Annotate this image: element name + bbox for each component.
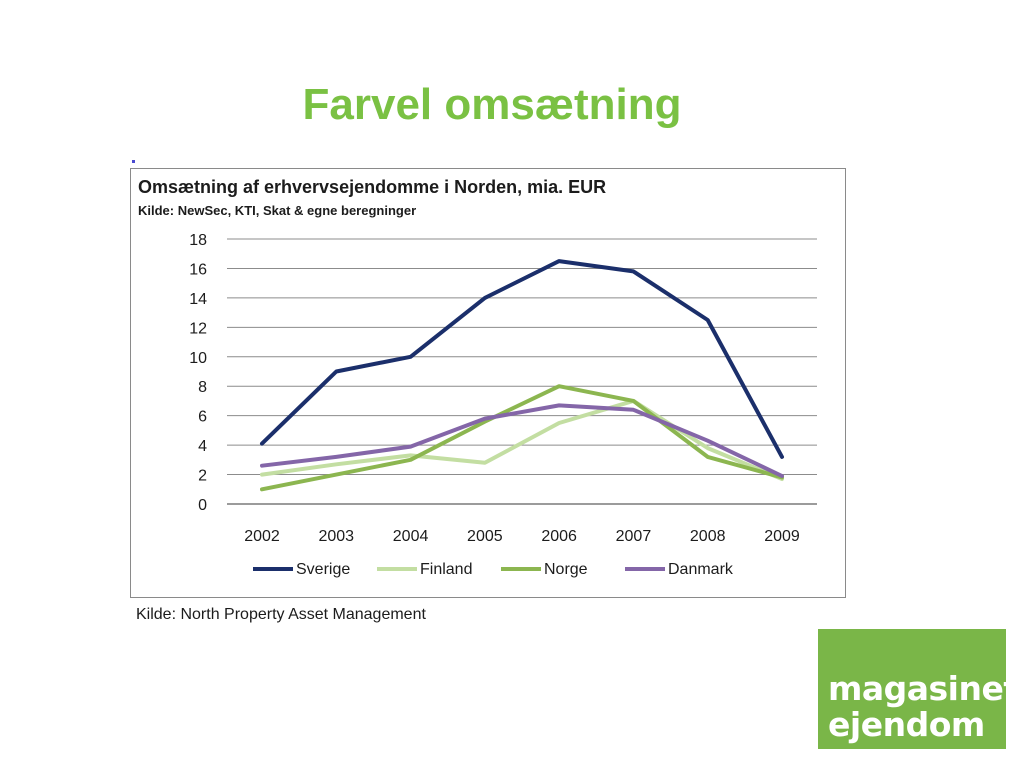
x-tick-label: 2009: [764, 528, 800, 545]
x-tick-label: 2002: [244, 528, 280, 545]
series-line-finland: [260, 398, 784, 481]
series-line-danmark: [260, 403, 784, 478]
y-tick-label: 0: [198, 497, 207, 514]
y-tick-label: 16: [189, 261, 207, 278]
logo-text-line2: ejendom: [828, 705, 985, 744]
magasinet-ejendom-logo: magasinet ejendom: [818, 629, 1019, 749]
x-tick-label: 2008: [690, 528, 726, 545]
x-tick-label: 2005: [467, 528, 503, 545]
marker-dot: [132, 160, 135, 163]
chart-subtitle: Kilde: NewSec, KTI, Skat & egne beregnin…: [138, 203, 417, 218]
y-tick-label: 2: [198, 468, 207, 485]
y-tick-label: 10: [189, 350, 207, 367]
legend-label: Finland: [420, 561, 472, 578]
x-tick-label: 2004: [393, 528, 429, 545]
y-tick-label: 8: [198, 379, 207, 396]
series-line-norge: [260, 384, 784, 492]
y-tick-label: 12: [189, 320, 207, 337]
chart-panel: Omsætning af erhvervsejendomme i Norden,…: [130, 168, 846, 598]
y-tick-label: 6: [198, 409, 207, 426]
x-tick-label: 2003: [318, 528, 354, 545]
y-tick-label: 14: [189, 291, 207, 308]
y-tick-label: 4: [198, 438, 207, 455]
source-note: Kilde: North Property Asset Management: [136, 606, 426, 623]
legend-label: Norge: [544, 561, 588, 578]
x-tick-label: 2006: [541, 528, 577, 545]
chart-title: Omsætning af erhvervsejendomme i Norden,…: [138, 177, 607, 197]
logo-text-line1: magasinet: [828, 669, 1019, 708]
line-chart: 0 2 4 6 8 10 12 14 16 18 2002 2003 2004 2005 2006 2007 2…: [189, 232, 817, 578]
x-tick-label: 2007: [616, 528, 652, 545]
slide-title: Farvel omsætning: [302, 80, 682, 129]
legend-label: Danmark: [668, 561, 734, 578]
series-line-sverige: [260, 259, 784, 459]
legend-label: Sverige: [296, 561, 350, 578]
y-tick-label: 18: [189, 232, 207, 249]
